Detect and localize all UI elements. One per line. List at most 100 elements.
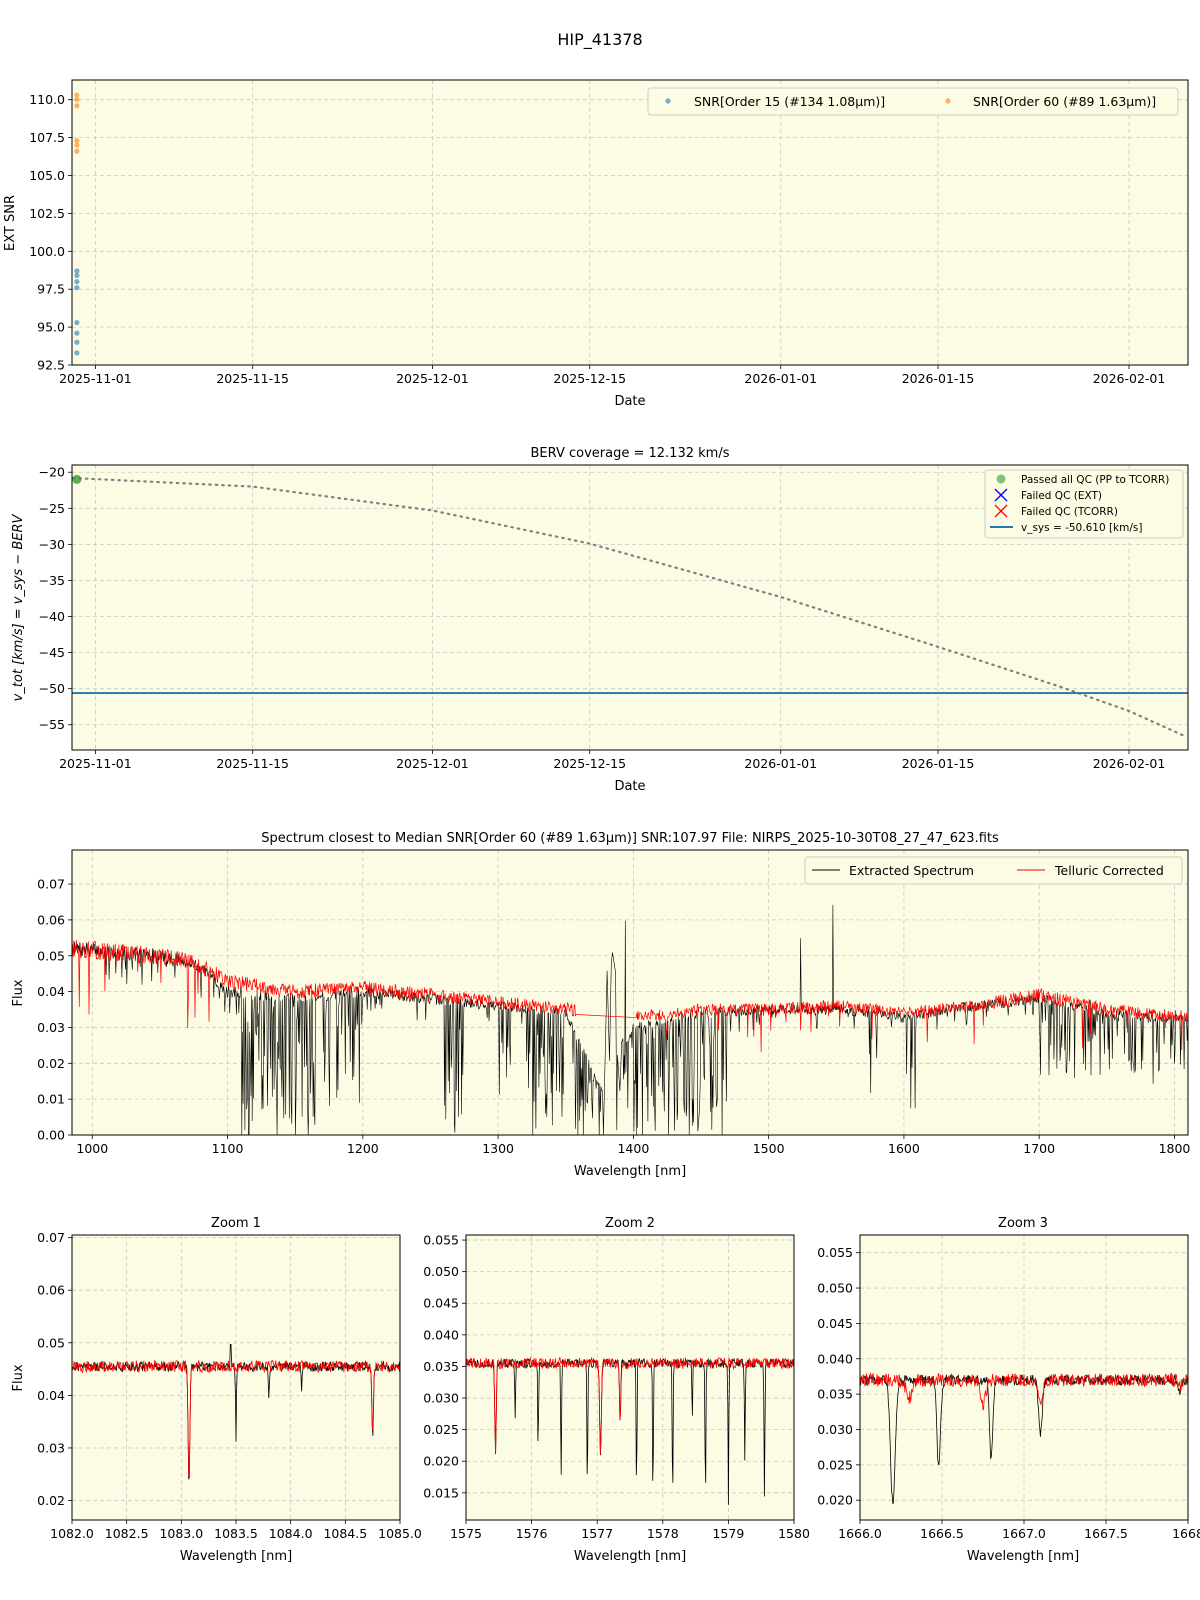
snr-ytick-label: 100.0 xyxy=(29,244,65,259)
snr-ticks: 2025-11-01 2025-11-15 2025-12-01 2025-12-15… xyxy=(29,92,1165,386)
spectrum-title: Spectrum closest to Median SNR[Order 60 … xyxy=(261,831,999,846)
berv-ytick-label: −45 xyxy=(39,645,65,660)
zoom2-marks xyxy=(466,1356,794,1505)
snr-point-order60 xyxy=(74,103,80,109)
zoom1-ytick-label: 0.05 xyxy=(37,1335,65,1350)
spectrum-legend: Extracted Spectrum Telluric Corrected xyxy=(804,856,1183,885)
zoom3-ytick-label: 0.055 xyxy=(817,1245,853,1260)
snr-point-order15 xyxy=(74,330,80,336)
berv-xtick-label: 2025-11-01 xyxy=(59,756,132,771)
zoom1-xtick-label: 1082.5 xyxy=(105,1526,149,1541)
zoom2-xtick-label: 1577 xyxy=(581,1526,613,1541)
zoom3-xtick-label: 1667.5 xyxy=(1084,1526,1128,1541)
zoom2-ytick-label: 0.020 xyxy=(423,1454,459,1469)
zoom1-xtick-label: 1083.0 xyxy=(159,1526,203,1541)
zoom2-xtick-label: 1575 xyxy=(450,1526,482,1541)
zoom3-ytick-label: 0.045 xyxy=(817,1316,853,1331)
zoom1-xtick-label: 1083.5 xyxy=(214,1526,258,1541)
snr-legend-marker-order60 xyxy=(945,98,951,104)
berv-xtick-label: 2026-01-15 xyxy=(902,756,975,771)
berv-ytick-label: −25 xyxy=(39,501,65,516)
snr-xtick-label: 2025-11-01 xyxy=(59,371,132,386)
berv-legend: Passed all QC (PP to TCORR) Failed QC (E… xyxy=(984,469,1184,539)
zoom3-title: Zoom 3 xyxy=(998,1216,1048,1231)
berv-legend-label-vsys: v_sys = -50.610 [km/s] xyxy=(1021,522,1142,534)
berv-legend-marker-failed-ext xyxy=(994,488,1008,502)
snr-xtick-label: 2026-01-15 xyxy=(902,371,975,386)
zoom1-ytick-label: 0.04 xyxy=(37,1388,65,1403)
zoom2-xtick-label: 1579 xyxy=(712,1526,744,1541)
zoom1-xtick-label: 1084.5 xyxy=(323,1526,367,1541)
snr-point-order60 xyxy=(74,92,80,98)
snr-point-order15 xyxy=(74,350,80,356)
snr-point-order15 xyxy=(74,339,80,345)
zoom3-ytick-label: 0.050 xyxy=(817,1281,853,1296)
snr-point-order15 xyxy=(74,268,80,274)
snr-legend-marker-order15 xyxy=(665,98,671,104)
berv-xtick-label: 2025-12-15 xyxy=(553,756,626,771)
spectrum-xtick-label: 1300 xyxy=(482,1141,514,1156)
berv-passed-point xyxy=(72,474,82,484)
zoom1-marks xyxy=(72,1344,400,1480)
berv-xtick-label: 2025-12-01 xyxy=(396,756,469,771)
zoom2-extracted-line xyxy=(466,1357,794,1505)
snr-point-order60 xyxy=(74,142,80,148)
berv-ylabel: v_tot [km/s] = v_sys − BERV xyxy=(11,514,26,702)
spectrum-legend-box xyxy=(804,856,1183,885)
zoom1-xtick-label: 1085.0 xyxy=(378,1526,422,1541)
zoom3-ticks: 1666.0 1666.5 1667.0 1667.5 1668 0.020 0.025 0.… xyxy=(817,1245,1200,1541)
spectrum-xtick-label: 1400 xyxy=(617,1141,649,1156)
zoom3-xlabel: Wavelength [nm] xyxy=(967,1549,1079,1564)
berv-legend-label-failed-ext: Failed QC (EXT) xyxy=(1021,490,1102,502)
spectrum-xtick-label: 1700 xyxy=(1023,1141,1055,1156)
snr-ytick-label: 95.0 xyxy=(37,320,65,335)
zoom3-ytick-label: 0.035 xyxy=(817,1387,853,1402)
snr-point-order15 xyxy=(74,279,80,285)
berv-ytick-label: −55 xyxy=(39,717,65,732)
snr-ytick-label: 105.0 xyxy=(29,168,65,183)
zoom3-ytick-label: 0.025 xyxy=(817,1457,853,1472)
snr-ylabel: EXT SNR xyxy=(3,195,18,251)
snr-point-order15 xyxy=(74,285,80,291)
spectrum-ytick-label: 0.03 xyxy=(37,1020,65,1035)
zoom2-ytick-label: 0.050 xyxy=(423,1264,459,1279)
zoom1-title: Zoom 1 xyxy=(211,1216,261,1231)
zoom2-xtick-label: 1580 xyxy=(778,1526,810,1541)
zoom1-xtick-label: 1082.0 xyxy=(50,1526,94,1541)
zoom1-extracted-line xyxy=(72,1344,400,1480)
zoom2-xtick-label: 1578 xyxy=(647,1526,679,1541)
zoom3-panel: Zoom 3 1666.0 1666.5 1667.0 1667.5 1668 0.020… xyxy=(817,1216,1200,1564)
zoom1-ytick-label: 0.06 xyxy=(37,1283,65,1298)
berv-ytick-label: −50 xyxy=(39,681,65,696)
zoom2-ytick-label: 0.045 xyxy=(423,1296,459,1311)
zoom1-panel: Zoom 1 1082.0 1082.5 1083.0 1083.5 1084.0 108… xyxy=(11,1216,422,1564)
berv-ytick-label: −20 xyxy=(39,465,65,480)
zoom1-ticks: 1082.0 1082.5 1083.0 1083.5 1084.0 1084.5 1085… xyxy=(37,1230,422,1541)
snr-legend-label-order15: SNR[Order 15 (#134 1.08μm)] xyxy=(694,94,885,109)
zoom2-ytick-label: 0.030 xyxy=(423,1391,459,1406)
zoom1-xlabel: Wavelength [nm] xyxy=(180,1549,292,1564)
zoom2-ytick-label: 0.025 xyxy=(423,1422,459,1437)
spectrum-ytick-label: 0.05 xyxy=(37,948,65,963)
berv-marks xyxy=(71,474,1188,738)
zoom2-telluric-line xyxy=(466,1356,794,1454)
zoom2-ticks: 1575 1576 1577 1578 1579 1580 0.015 0.020 0.025 0… xyxy=(423,1233,810,1541)
berv-title: BERV coverage = 12.132 km/s xyxy=(531,446,730,461)
snr-plot-area xyxy=(72,80,1188,365)
spectrum-ytick-label: 0.06 xyxy=(37,912,65,927)
snr-xtick-label: 2025-12-01 xyxy=(396,371,469,386)
spectrum-ylabel: Flux xyxy=(11,979,26,1006)
berv-xtick-label: 2026-01-01 xyxy=(744,756,817,771)
spectrum-plot-area xyxy=(72,850,1188,1135)
spectrum-xtick-label: 1500 xyxy=(753,1141,785,1156)
spectrum-xtick-label: 1100 xyxy=(212,1141,244,1156)
snr-point-order60 xyxy=(74,138,80,144)
zoom1-xtick-label: 1084.0 xyxy=(269,1526,313,1541)
zoom3-ytick-label: 0.020 xyxy=(817,1493,853,1508)
berv-grid xyxy=(72,465,1188,750)
zoom1-ylabel: Flux xyxy=(11,1364,26,1391)
spectrum-xtick-label: 1800 xyxy=(1159,1141,1191,1156)
zoom3-xtick-label: 1666.5 xyxy=(920,1526,964,1541)
spectrum-xtick-label: 1000 xyxy=(76,1141,108,1156)
